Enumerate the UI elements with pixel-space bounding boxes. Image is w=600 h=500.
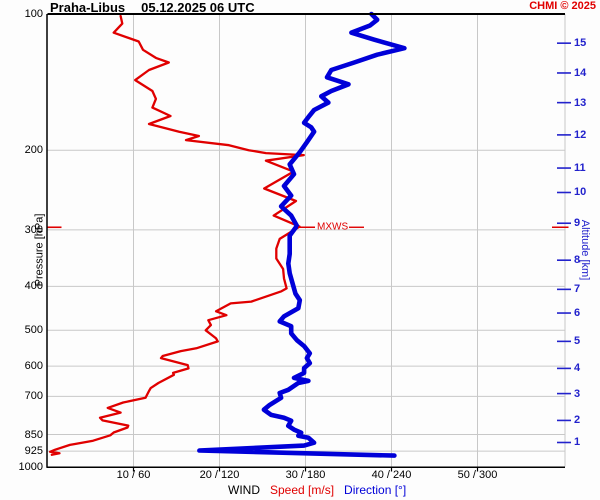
altitude-tick-label: 14: [574, 66, 587, 79]
station-name: Praha-Libus: [50, 0, 126, 15]
copyright-text: CHMI © 2025: [529, 0, 596, 12]
altitude-tick-label: 10: [574, 186, 587, 199]
pressure-tick-label: 400: [24, 280, 43, 293]
altitude-tick-label: 3: [574, 387, 581, 400]
legend-speed: Speed [m/s]: [270, 483, 335, 497]
pressure-tick-label: 200: [24, 144, 43, 157]
altitude-tick-label: 12: [574, 128, 587, 141]
x-tick-label: 20 / 120: [199, 469, 240, 481]
altitude-tick-label: 2: [574, 414, 581, 427]
pressure-tick-label: 100: [24, 8, 43, 20]
pressure-tick-label: 1000: [18, 460, 43, 473]
chart-title: Praha-Libus 05.12.2025 06 UTC: [50, 0, 255, 15]
wind-speed-curve: [48, 14, 305, 456]
x-tick-label: 40 / 240: [371, 469, 412, 481]
pressure-tick-label: 700: [24, 390, 43, 403]
altitude-tick-label: 9: [574, 217, 581, 230]
legend-wind: WIND: [228, 483, 260, 497]
altitude-axis-label: Altitude [km]: [579, 219, 591, 281]
altitude-tick-label: 6: [574, 307, 581, 320]
pressure-tick-label: 600: [24, 360, 43, 373]
altitude-tick-label: 5: [574, 335, 581, 348]
altitude-tick-label: 8: [574, 254, 581, 267]
altitude-tick-label: 7: [574, 283, 581, 296]
pressure-tick-label: 500: [24, 324, 43, 337]
wind-direction-curve: [197, 11, 407, 458]
altitude-tick-label: 4: [574, 362, 581, 375]
pressure-tick-label: 850: [24, 428, 43, 441]
x-tick-label: 30 / 180: [285, 469, 326, 481]
mxws-annotation: MXWS: [317, 221, 349, 233]
altitude-tick-label: 15: [574, 37, 587, 50]
x-tick-label: 50 / 300: [457, 469, 498, 481]
altitude-tick-label: 11: [574, 162, 586, 175]
pressure-tick-label: 300: [24, 223, 43, 236]
legend-direction: Direction [°]: [344, 483, 407, 497]
x-tick-label: 10 / 60: [116, 469, 151, 481]
altitude-tick-label: 1: [574, 436, 581, 449]
altitude-tick-label: 13: [574, 96, 587, 109]
pressure-tick-label: 925: [24, 445, 43, 458]
x-axis-legend: WIND Speed [m/s] Direction [°]: [228, 483, 406, 497]
sounding-datetime: 05.12.2025 06 UTC: [141, 0, 255, 15]
